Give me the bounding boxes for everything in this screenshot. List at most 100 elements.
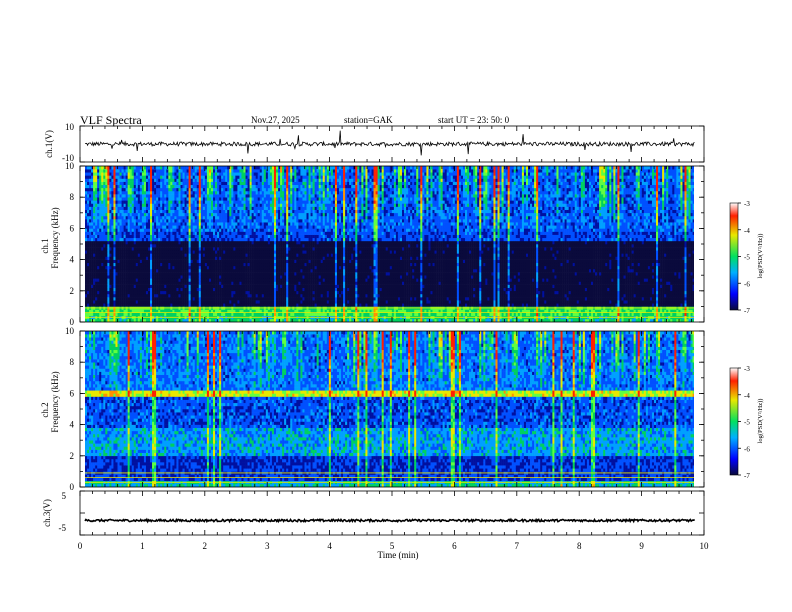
spectrogram-cell xyxy=(111,268,114,273)
spectrogram-cell xyxy=(84,253,88,257)
spectrogram-cell xyxy=(286,303,289,307)
spectrogram-cell xyxy=(182,172,185,176)
spectrogram-cell xyxy=(255,240,259,245)
spectrogram-cell xyxy=(251,297,254,301)
spectrogram-cell xyxy=(109,215,112,220)
spectrogram-cell xyxy=(93,178,96,182)
spectrogram-cell xyxy=(255,197,259,201)
spectrogram-cell xyxy=(123,231,126,235)
spectrogram-cell xyxy=(239,309,242,313)
spectrogram-cell xyxy=(107,318,110,322)
spectrogram-cell xyxy=(255,203,259,207)
spectrogram-cell xyxy=(210,303,214,307)
spectrogram-cell xyxy=(127,172,130,176)
spectrogram-cell xyxy=(265,265,269,270)
spectrogram-cell xyxy=(194,247,198,251)
spectrogram-cell xyxy=(115,231,118,235)
spectrogram-cell xyxy=(160,237,163,242)
spectrogram-cell xyxy=(109,297,112,301)
spectrogram-cell xyxy=(245,212,248,217)
spectrogram-cell xyxy=(286,268,289,273)
spectrogram-cell xyxy=(107,293,110,298)
spectrogram-cell xyxy=(103,181,106,186)
spectrogram-cell xyxy=(89,187,92,192)
spectrogram-cell xyxy=(231,197,234,201)
spectrogram-cell xyxy=(152,253,155,257)
spectrogram-cell xyxy=(133,203,137,207)
spectrogram-cell xyxy=(107,300,110,304)
spectrogram-cell xyxy=(91,222,94,226)
spectrogram-cell xyxy=(229,297,232,301)
spectrogram-cell xyxy=(235,250,238,254)
spectrogram-cell xyxy=(237,231,240,235)
spectrogram-cell xyxy=(133,309,137,313)
spectrogram-cell xyxy=(267,265,271,270)
spectrogram-cell xyxy=(107,215,110,220)
spectrogram-cell xyxy=(180,247,183,251)
spectrogram-cell xyxy=(141,203,145,207)
spectrogram-cell xyxy=(147,300,151,304)
spectrogram-cell xyxy=(278,187,281,192)
spectrogram-cell xyxy=(267,268,271,273)
spectrogram-cell xyxy=(257,178,261,182)
spectrogram-cell xyxy=(133,256,137,260)
spectrogram-cell xyxy=(154,209,157,214)
spectrogram-cell xyxy=(243,209,246,214)
spectrogram-cell xyxy=(91,250,94,254)
spectrogram-cell xyxy=(168,262,171,267)
spectrogram-cell xyxy=(194,225,198,229)
spectrogram-cell xyxy=(269,184,273,189)
spectrogram-cell xyxy=(99,237,102,242)
spectrogram-cell xyxy=(219,281,222,285)
spectrogram-cell xyxy=(97,309,100,313)
spectrogram-cell xyxy=(97,222,100,226)
spectrogram-cell xyxy=(200,203,204,207)
spectrogram-cell xyxy=(141,166,145,170)
spectrogram-cell xyxy=(111,215,114,220)
spectrogram-cell xyxy=(125,190,128,195)
spectrogram-cell xyxy=(95,222,98,226)
spectrogram-cell xyxy=(105,206,108,210)
spectrogram-cell xyxy=(105,181,108,186)
spectrogram-cell xyxy=(123,212,126,217)
spectrogram-cell xyxy=(135,318,139,322)
spectrogram-cell xyxy=(180,190,183,195)
spectrogram-cell xyxy=(139,250,143,254)
spectrogram-cell xyxy=(276,256,279,260)
spectrogram-cell xyxy=(267,284,271,288)
spectrogram-cell xyxy=(87,272,90,276)
spectrogram-cell xyxy=(221,178,224,182)
spectrogram-cell xyxy=(87,312,90,317)
spectrogram-cell xyxy=(210,175,214,179)
spectrogram-cell xyxy=(200,268,204,273)
spectrogram-cell xyxy=(125,234,128,239)
spectrogram-cell xyxy=(143,275,147,279)
spectrogram-cell xyxy=(137,172,141,176)
spectrogram-cell xyxy=(111,231,114,235)
spectrogram-cell xyxy=(231,200,234,204)
spectrogram-cell xyxy=(208,300,212,304)
spectrogram-cell xyxy=(215,290,218,295)
spectrogram-cell xyxy=(99,256,102,260)
spectrogram-cell xyxy=(271,300,275,304)
spectrogram-cell xyxy=(150,275,153,279)
spectrogram-cell xyxy=(103,187,106,192)
spectrogram-cell xyxy=(103,200,106,204)
spectrogram-cell xyxy=(200,172,204,176)
spectrogram-cell xyxy=(243,247,246,251)
spectrogram-cell xyxy=(166,256,169,260)
spectrogram-cell xyxy=(265,262,269,267)
spectrogram-cell xyxy=(194,312,198,317)
spectrogram-cell xyxy=(84,212,88,217)
spectrogram-cell xyxy=(141,237,145,242)
spectrogram-cell xyxy=(261,225,265,229)
spectrogram-cell xyxy=(137,222,141,226)
spectrogram-cell xyxy=(271,184,275,189)
spectrogram-cell xyxy=(184,212,187,217)
spectrogram-cell xyxy=(97,184,100,189)
spectrogram-cell xyxy=(147,197,151,201)
spectrogram-cell xyxy=(229,268,232,273)
spectrogram-cell xyxy=(170,197,173,201)
spectrogram-cell xyxy=(229,228,232,232)
spectrogram-cell xyxy=(257,190,261,195)
